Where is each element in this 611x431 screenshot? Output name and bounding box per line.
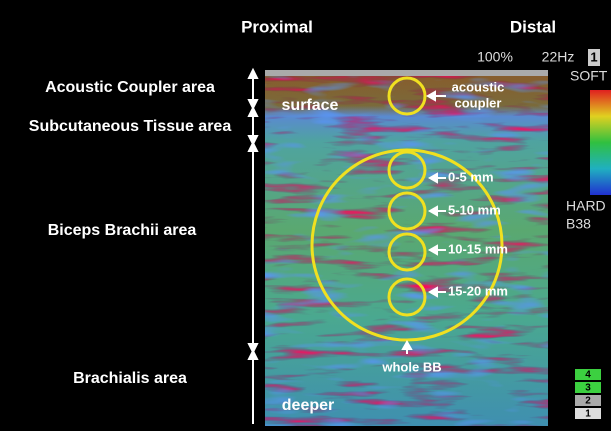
roi-label: 0-5 mm [448, 169, 494, 184]
scale-label: 1 [585, 409, 591, 420]
screen: Proximal Distal 100% 22Hz 1 SOFT HARD B3… [0, 0, 611, 426]
scale-boxes: 4 3 2 1 [575, 369, 601, 420]
coupler-label: coupler [455, 95, 502, 110]
gain: 100% [477, 49, 513, 65]
color-bar [590, 90, 611, 195]
region-label: Biceps Brachii area [48, 222, 197, 239]
header-right: Distal [510, 17, 556, 36]
header-left: Proximal [241, 17, 313, 36]
depth-top: surface [282, 97, 339, 114]
coupler-label: acoustic [452, 79, 505, 94]
soft-label: SOFT [570, 68, 608, 84]
roi-label: 10-15 mm [448, 241, 508, 256]
frequency: 22Hz [542, 49, 575, 65]
code: B38 [566, 216, 591, 232]
roi-label: 5-10 mm [448, 202, 501, 217]
whole-label: whole BB [381, 359, 441, 374]
scale-label: 3 [585, 383, 591, 394]
region-label: Acoustic Coupler area [45, 79, 215, 96]
region-labels: Acoustic Coupler area Subcutaneous Tissu… [29, 79, 232, 387]
region-label: Subcutaneous Tissue area [29, 118, 232, 135]
index: 1 [590, 49, 597, 64]
scale-label: 2 [585, 396, 591, 407]
depth-bottom: deeper [282, 397, 334, 414]
region-label: Brachialis area [73, 370, 187, 387]
scale-label: 4 [585, 370, 591, 381]
roi-label: 15-20 mm [448, 283, 508, 298]
region-arrows [249, 70, 257, 424]
hard-label: HARD [566, 198, 606, 214]
